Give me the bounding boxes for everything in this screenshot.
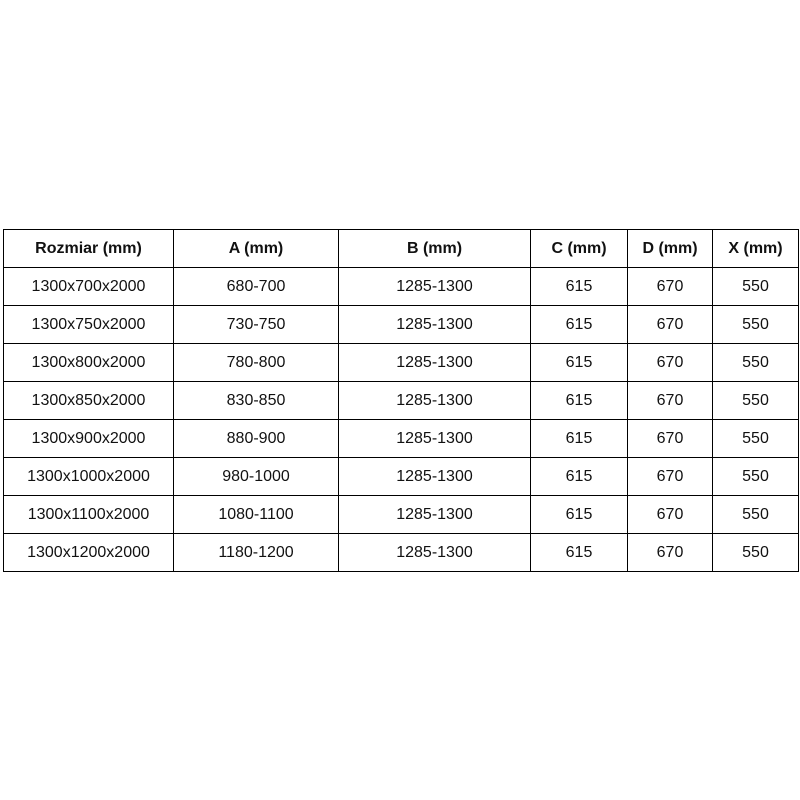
table-cell: 615	[530, 267, 628, 306]
table-cell: 1285-1300	[338, 267, 531, 306]
table-cell: 1285-1300	[338, 305, 531, 344]
header-row: Rozmiar (mm) A (mm) B (mm) C (mm) D (mm) X (m…	[3, 229, 799, 268]
table-cell: 615	[530, 419, 628, 458]
table-cell: 615	[530, 495, 628, 534]
table-cell: 670	[627, 457, 713, 496]
table-cell: 1300x1100x2000	[3, 495, 174, 534]
table-cell: 1300x900x2000	[3, 419, 174, 458]
table-cell: 880-900	[173, 419, 339, 458]
table-cell: 670	[627, 533, 713, 572]
table-cell: 1285-1300	[338, 343, 531, 382]
table-cell: 550	[712, 533, 799, 572]
table-cell: 670	[627, 305, 713, 344]
table-cell: 550	[712, 495, 799, 534]
table-cell: 1080-1100	[173, 495, 339, 534]
table-cell: 670	[627, 381, 713, 420]
column-header: C (mm)	[530, 229, 628, 268]
column-header: D (mm)	[627, 229, 713, 268]
table-cell: 1285-1300	[338, 457, 531, 496]
table-row: 1300x750x2000 730-750 1285-1300 615 670 550	[3, 305, 799, 344]
table-row: 1300x850x2000 830-850 1285-1300 615 670 550	[3, 381, 799, 420]
table-cell: 550	[712, 267, 799, 306]
table-cell: 1285-1300	[338, 533, 531, 572]
table-cell: 730-750	[173, 305, 339, 344]
column-header: B (mm)	[338, 229, 531, 268]
table-cell: 680-700	[173, 267, 339, 306]
table-cell: 1180-1200	[173, 533, 339, 572]
table-cell: 615	[530, 381, 628, 420]
column-header: A (mm)	[173, 229, 339, 268]
table-cell: 670	[627, 419, 713, 458]
table-cell: 670	[627, 343, 713, 382]
table-cell: 1300x1200x2000	[3, 533, 174, 572]
table-cell: 1300x750x2000	[3, 305, 174, 344]
table-cell: 615	[530, 305, 628, 344]
table-cell: 980-1000	[173, 457, 339, 496]
table-row: 1300x1200x2000 1180-1200 1285-1300 615 670 55…	[3, 533, 799, 572]
table-cell: 830-850	[173, 381, 339, 420]
table-cell: 1300x800x2000	[3, 343, 174, 382]
table-cell: 670	[627, 495, 713, 534]
table-cell: 1300x700x2000	[3, 267, 174, 306]
table-cell: 1285-1300	[338, 381, 531, 420]
table-cell: 615	[530, 343, 628, 382]
table-row: 1300x1100x2000 1080-1100 1285-1300 615 670 55…	[3, 495, 799, 534]
table-row: 1300x700x2000 680-700 1285-1300 615 670 550	[3, 267, 799, 306]
table-row: 1300x1000x2000 980-1000 1285-1300 615 670 550	[3, 457, 799, 496]
table-cell: 1300x850x2000	[3, 381, 174, 420]
table-cell: 550	[712, 305, 799, 344]
table-cell: 550	[712, 381, 799, 420]
dimensions-table: Rozmiar (mm) A (mm) B (mm) C (mm) D (mm) X (m…	[3, 229, 799, 572]
column-header: Rozmiar (mm)	[3, 229, 174, 268]
table-cell: 550	[712, 457, 799, 496]
table-cell: 1285-1300	[338, 495, 531, 534]
table-cell: 1285-1300	[338, 419, 531, 458]
table-cell: 780-800	[173, 343, 339, 382]
column-header: X (mm)	[712, 229, 799, 268]
table-row: 1300x800x2000 780-800 1285-1300 615 670 550	[3, 343, 799, 382]
table-cell: 615	[530, 457, 628, 496]
table-cell: 670	[627, 267, 713, 306]
table-cell: 550	[712, 419, 799, 458]
table-cell: 615	[530, 533, 628, 572]
table-row: 1300x900x2000 880-900 1285-1300 615 670 550	[3, 419, 799, 458]
table-cell: 1300x1000x2000	[3, 457, 174, 496]
table-cell: 550	[712, 343, 799, 382]
